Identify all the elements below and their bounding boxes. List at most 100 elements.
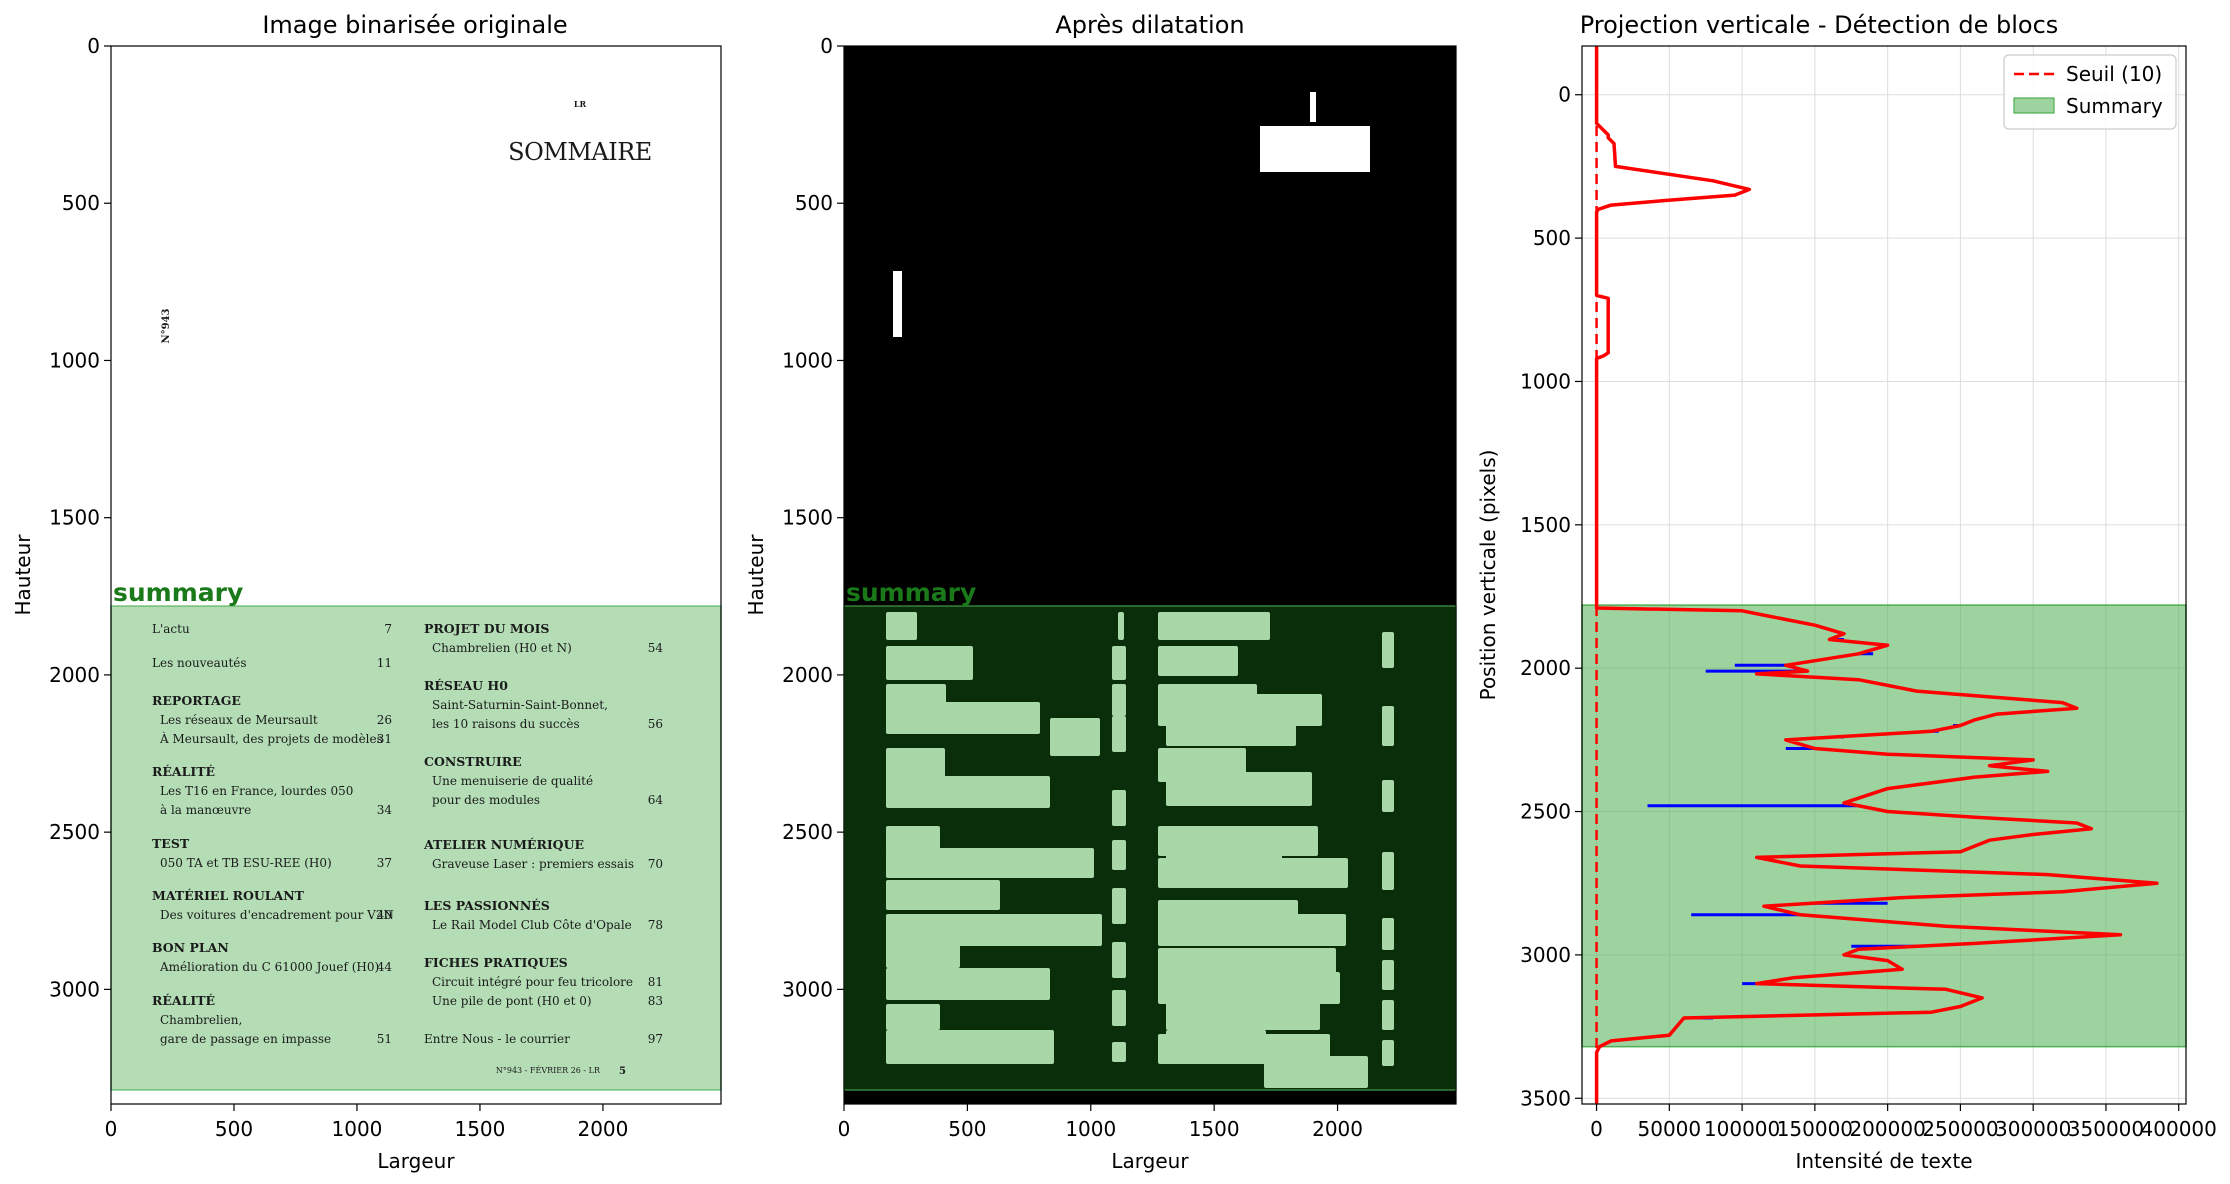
toc-heading: PROJET DU MOIS	[424, 621, 549, 636]
dilated-text-blob	[1112, 840, 1126, 870]
panel1-y-label: Hauteur	[11, 534, 35, 616]
dilated-text-blob	[886, 968, 1050, 1000]
toc-page-number: 64	[648, 793, 664, 807]
toc-heading: ATELIER NUMÉRIQUE	[423, 837, 584, 852]
panel2-y-axis: 0 500 1000 1500 2000 2500 3000	[782, 34, 844, 1001]
dilated-text-blob	[1166, 724, 1296, 746]
toc-entry: À Meursault, des projets de modèles	[159, 731, 383, 746]
dilated-text-blob	[1112, 716, 1126, 752]
toc-page-number: 11	[377, 656, 392, 670]
toc-page-number: 26	[377, 713, 392, 727]
toc-entry: à la manœuvre	[160, 803, 251, 817]
y-tick-label: 3000	[1520, 943, 1571, 967]
document-page: LR SOMMAIRE N°943	[161, 99, 652, 344]
dilated-text-blob	[1158, 914, 1346, 946]
panel1-x-label: Largeur	[377, 1149, 455, 1173]
y-tick-label: 500	[795, 191, 833, 215]
chart-x-label: Intensité de texte	[1795, 1149, 1972, 1173]
dilated-text-blob	[886, 1030, 1054, 1064]
toc-page-number: 54	[648, 641, 664, 655]
dilated-text-blob	[1166, 772, 1312, 806]
x-tick-label: 100000	[1704, 1117, 1780, 1141]
panel2-x-label: Largeur	[1111, 1149, 1189, 1173]
chart-y-label: Position verticale (pixels)	[1476, 450, 1500, 701]
panel1-y-axis: 0 500 1000 1500 2000 2500 3000	[49, 34, 111, 1001]
y-tick-label: 500	[62, 191, 100, 215]
toc-heading: RÉSEAU H0	[424, 678, 508, 693]
panel-dilated-image: Après dilatation summary 0 500 1000 1500 200…	[744, 11, 1457, 1173]
toc-entry: Circuit intégré pour feu tricolore	[432, 975, 633, 989]
y-tick-label: 3000	[782, 977, 833, 1001]
y-tick-label: 1000	[782, 348, 833, 372]
x-tick-label: 0	[838, 1117, 851, 1141]
dilated-text-blob	[1382, 868, 1394, 890]
dilated-text-blob	[1112, 990, 1126, 1026]
panel3-title: Projection verticale - Détection de bloc…	[1580, 11, 2059, 39]
toc-heading: MATÉRIEL ROULANT	[152, 888, 305, 903]
dilated-text-blob	[886, 1004, 940, 1030]
dilated-text-blob	[1112, 1042, 1126, 1062]
toc-entry: Les réseaux de Meursault	[160, 713, 318, 727]
x-tick-label: 50000	[1638, 1117, 1702, 1141]
dilated-text-blob	[1158, 646, 1238, 676]
toc-entry: Des voitures d'encadrement pour V2N	[160, 908, 394, 922]
legend-threshold-label: Seuil (10)	[2066, 62, 2162, 86]
original-image-area	[111, 46, 721, 1090]
panel2-x-axis: 0 500 1000 1500 2000	[838, 1104, 1363, 1141]
panel1-title: Image binarisée originale	[262, 11, 567, 39]
dilated-text-blob	[1158, 694, 1322, 726]
panel3-frame	[1581, 45, 2187, 1105]
dilated-text-blob	[1158, 612, 1270, 640]
x-tick-label: 400000	[2141, 1117, 2217, 1141]
dilated-text-blob	[1382, 632, 1394, 668]
chart-y-axis: 0 500 1000 1500 2000 2500 3000 3500	[1520, 83, 1582, 1110]
y-tick-label: 2000	[782, 663, 833, 687]
toc-entry: Une pile de pont (H0 et 0)	[432, 994, 592, 1008]
x-tick-label: 200000	[1849, 1117, 1925, 1141]
dilated-text-blob	[886, 826, 940, 850]
dilated-text-blob	[1382, 780, 1394, 812]
toc-heading: FICHES PRATIQUES	[424, 955, 568, 970]
toc-heading: RÉALITÉ	[152, 993, 215, 1008]
panel2-title: Après dilatation	[1055, 11, 1244, 39]
doc-footer-page: 5	[619, 1066, 626, 1077]
toc-entry: Le Rail Model Club Côte d'Opale	[432, 918, 632, 932]
toc-heading: RÉALITÉ	[152, 764, 215, 779]
toc-entry: Saint-Saturnin-Saint-Bonnet,	[432, 698, 608, 712]
y-tick-label: 2500	[1520, 800, 1571, 824]
y-tick-label: 1000	[49, 348, 100, 372]
toc-page-number: 44	[377, 960, 393, 974]
y-tick-label: 3500	[1520, 1086, 1571, 1110]
toc-page-number: 70	[648, 857, 663, 871]
toc-entry: Entre Nous - le courrier	[424, 1032, 570, 1046]
legend-summary-swatch	[2013, 97, 2055, 114]
summary-band	[1581, 604, 2187, 1048]
dilated-text-blob	[886, 936, 960, 968]
chart-legend: Seuil (10) Summary	[2003, 54, 2177, 130]
dilated-text-blob	[1166, 1002, 1320, 1030]
y-tick-label: 1500	[1520, 513, 1571, 537]
toc-page-number: 37	[377, 856, 392, 870]
toc-entry: Graveuse Laser : premiers essais	[432, 857, 634, 871]
toc-entry: Chambrelien,	[160, 1013, 242, 1027]
toc-heading: CONSTRUIRE	[424, 754, 522, 769]
toc-page-number: 83	[648, 994, 663, 1008]
toc-entry: Amélioration du C 61000 Jouef (H0)	[159, 960, 379, 974]
summary-label: summary	[113, 578, 243, 607]
x-tick-label: 300000	[1995, 1117, 2071, 1141]
dilated-text-blob	[886, 748, 945, 784]
doc-issue-vertical: N°943	[161, 308, 172, 343]
dilated-text-blob	[1112, 684, 1126, 716]
toc-entry: L'actu	[152, 622, 190, 636]
toc-entry: les 10 raisons du succès	[432, 717, 580, 731]
toc-page-number: 7	[384, 622, 392, 636]
dilated-text-blob	[1382, 1040, 1394, 1066]
toc-entry: Chambrelien (H0 et N)	[432, 641, 572, 655]
x-tick-label: 2000	[577, 1117, 628, 1141]
x-tick-label: 150000	[1777, 1117, 1853, 1141]
dilated-text-blob	[1158, 972, 1340, 1004]
legend-summary-label: Summary	[2066, 94, 2163, 118]
toc-heading: BON PLAN	[152, 940, 229, 955]
panel2-frame	[843, 45, 1457, 1105]
